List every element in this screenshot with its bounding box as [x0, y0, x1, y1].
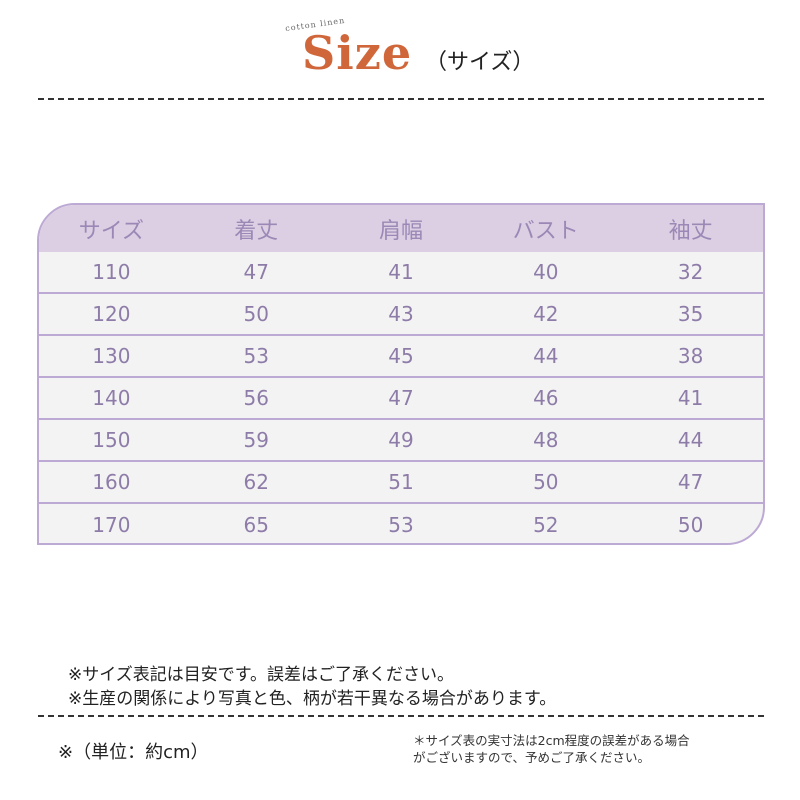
size-table: サイズ 着丈 肩幅 バスト 袖丈 110 47 41 40 32 120 50 43 42 35 130 53…	[37, 203, 765, 545]
note: ※生産の関係により写真と色、柄が若干異なる場合があります。	[68, 689, 557, 709]
table-cell: 52	[533, 513, 559, 537]
table-cell: 110	[92, 260, 131, 284]
column-header: バスト	[512, 218, 579, 244]
table-cell: 46	[533, 386, 559, 410]
table-cell: 50	[533, 470, 559, 494]
table-cell: 53	[388, 513, 414, 537]
table-cell: 47	[388, 386, 414, 410]
table-cell: 47	[677, 470, 704, 494]
table-cell: 44	[677, 428, 704, 452]
table-cell: 51	[388, 470, 414, 494]
column-header: 肩幅	[378, 218, 423, 244]
table-cell: 48	[533, 428, 559, 452]
table-row: 170 65 53 52 50	[39, 504, 763, 543]
page-subtitle: （サイズ）	[425, 50, 535, 75]
fine-print-line: ＊サイズ表の実寸法は2cm程度の誤差がある場合	[413, 733, 690, 748]
table-header: サイズ 着丈 肩幅 バスト 袖丈	[39, 205, 763, 252]
table-cell: 130	[92, 344, 131, 368]
note: ※サイズ表記は目安です。誤差はご了承ください。	[68, 665, 455, 685]
table-cell: 42	[533, 302, 559, 326]
table-cell: 150	[92, 428, 131, 452]
table-row: 160 62 51 50 47	[39, 462, 763, 504]
table-cell: 47	[243, 260, 269, 284]
table-cell: 41	[388, 260, 414, 284]
table-cell: 160	[92, 470, 131, 494]
table-cell: 40	[533, 260, 559, 284]
table-cell: 65	[243, 513, 269, 537]
table-cell: 50	[243, 302, 269, 326]
divider	[38, 715, 764, 717]
table-cell: 45	[388, 344, 414, 368]
table-cell: 56	[243, 386, 269, 410]
table-cell: 38	[677, 344, 704, 368]
table-row: 130 53 45 44 38	[39, 336, 763, 378]
table-row: 140 56 47 46 41	[39, 378, 763, 420]
table-cell: 32	[677, 260, 704, 284]
divider	[38, 98, 764, 100]
table-row: 120 50 43 42 35	[39, 294, 763, 336]
fine-print: ＊サイズ表の実寸法は2cm程度の誤差がある場合 がございますので、予めご了承くだ…	[413, 732, 690, 766]
column-header: 袖丈	[668, 218, 713, 244]
table-cell: 59	[243, 428, 269, 452]
table-cell: 49	[388, 428, 414, 452]
table-row: 110 47 41 40 32	[39, 252, 763, 294]
table-cell: 140	[92, 386, 131, 410]
table-cell: 62	[243, 470, 269, 494]
page-title: Size	[302, 26, 413, 80]
table-cell: 170	[92, 513, 131, 537]
column-header: サイズ	[78, 218, 145, 244]
table-cell: 44	[533, 344, 559, 368]
unit-label: ※（単位：約cm）	[58, 742, 209, 763]
fine-print-line: がございますので、予めご了承ください。	[413, 750, 651, 765]
table-cell: 50	[677, 513, 704, 537]
table-cell: 35	[677, 302, 704, 326]
table-cell: 43	[388, 302, 414, 326]
table-cell: 53	[243, 344, 269, 368]
table-cell: 120	[92, 302, 131, 326]
table-cell: 41	[677, 386, 704, 410]
table-row: 150 59 49 48 44	[39, 420, 763, 462]
column-header: 着丈	[234, 218, 279, 244]
